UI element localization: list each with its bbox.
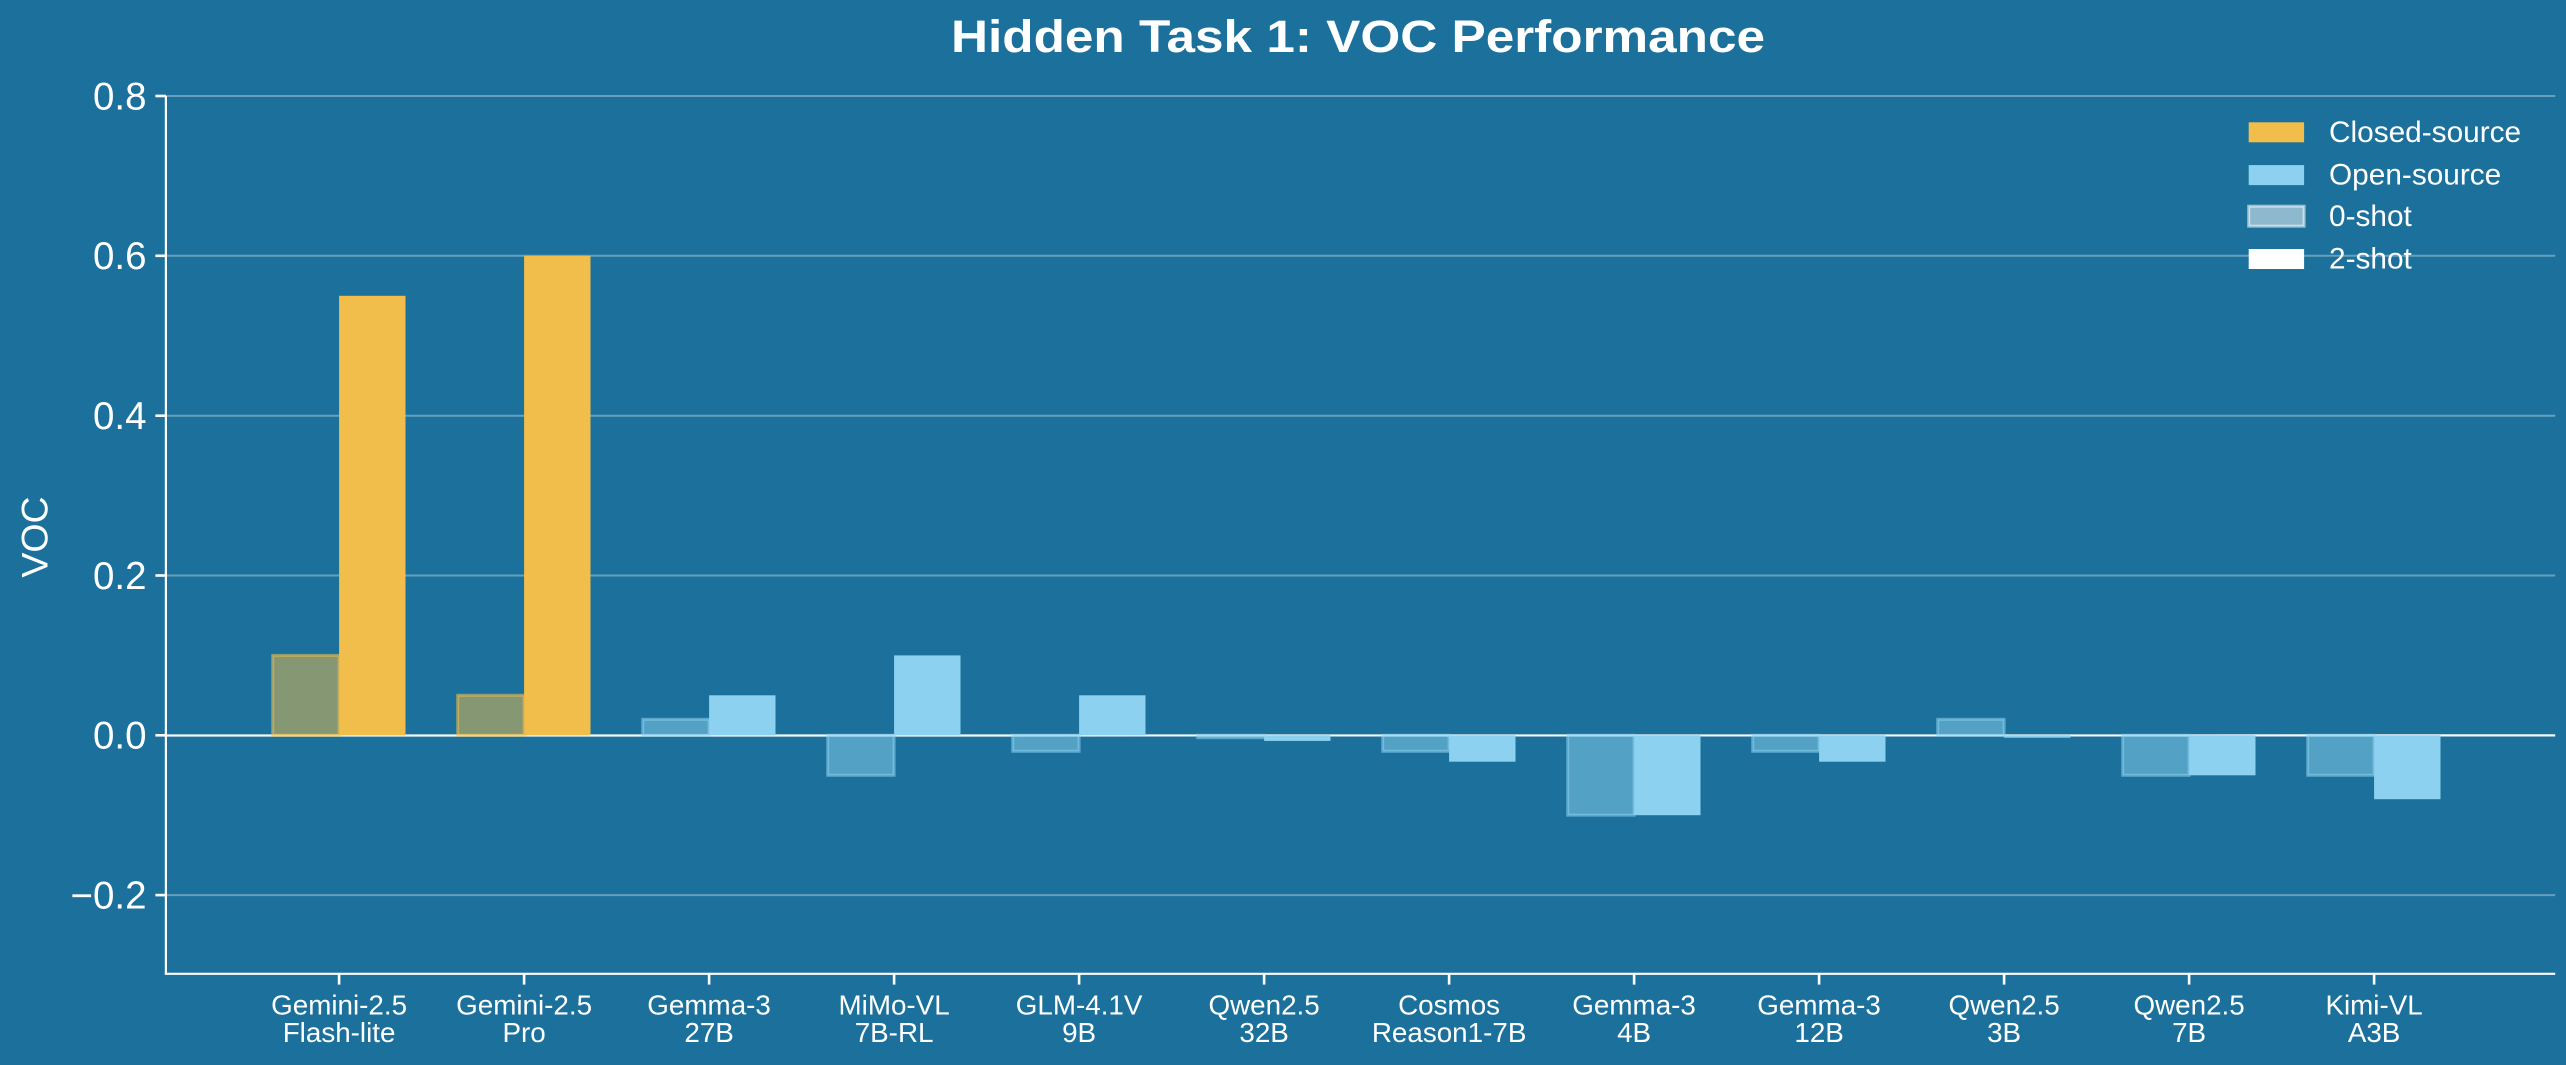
svg-text:Cosmos: Cosmos xyxy=(1398,990,1500,1021)
svg-text:−0.2: −0.2 xyxy=(70,874,146,917)
svg-text:2-shot: 2-shot xyxy=(2329,243,2413,276)
svg-text:7B: 7B xyxy=(2172,1017,2206,1048)
svg-text:0.6: 0.6 xyxy=(93,235,147,278)
svg-text:Gemma-3: Gemma-3 xyxy=(1757,990,1881,1021)
svg-text:Pro: Pro xyxy=(502,1017,545,1048)
svg-text:Gemini-2.5: Gemini-2.5 xyxy=(456,990,592,1021)
svg-text:3B: 3B xyxy=(1987,1017,2021,1048)
svg-text:4B: 4B xyxy=(1617,1017,1651,1048)
svg-text:GLM-4.1V: GLM-4.1V xyxy=(1016,990,1143,1021)
svg-text:Qwen2.5: Qwen2.5 xyxy=(1948,990,2059,1021)
svg-text:Qwen2.5: Qwen2.5 xyxy=(1208,990,1319,1021)
svg-text:27B: 27B xyxy=(684,1017,733,1048)
svg-text:0.8: 0.8 xyxy=(93,75,147,118)
svg-text:Open-source: Open-source xyxy=(2329,159,2501,192)
svg-text:Gemini-2.5: Gemini-2.5 xyxy=(271,990,407,1021)
svg-text:0.2: 0.2 xyxy=(93,555,147,598)
svg-text:32B: 32B xyxy=(1239,1017,1288,1048)
svg-text:VOC: VOC xyxy=(14,496,56,577)
svg-text:MiMo-VL: MiMo-VL xyxy=(838,990,949,1021)
svg-text:9B: 9B xyxy=(1062,1017,1096,1048)
svg-text:0-shot: 0-shot xyxy=(2329,200,2413,233)
svg-text:7B-RL: 7B-RL xyxy=(855,1017,934,1048)
svg-text:Qwen2.5: Qwen2.5 xyxy=(2133,990,2244,1021)
svg-text:0.4: 0.4 xyxy=(93,395,147,438)
svg-text:12B: 12B xyxy=(1794,1017,1843,1048)
svg-text:Hidden Task 1: VOC Performance: Hidden Task 1: VOC Performance xyxy=(951,11,1765,62)
svg-text:A3B: A3B xyxy=(2348,1017,2401,1048)
svg-text:Closed-source: Closed-source xyxy=(2329,116,2521,149)
svg-text:Reason1-7B: Reason1-7B xyxy=(1372,1017,1527,1048)
svg-text:Gemma-3: Gemma-3 xyxy=(647,990,771,1021)
svg-text:0.0: 0.0 xyxy=(93,715,147,758)
svg-text:Kimi-VL: Kimi-VL xyxy=(2325,990,2422,1021)
svg-text:Flash-lite: Flash-lite xyxy=(283,1017,396,1048)
svg-text:Gemma-3: Gemma-3 xyxy=(1572,990,1696,1021)
